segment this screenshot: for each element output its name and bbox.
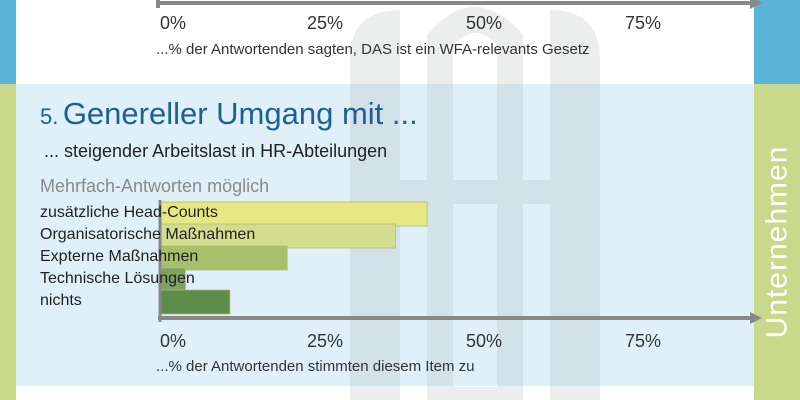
- x-tick-label: 50%: [466, 331, 503, 351]
- bar-1: [159, 201, 428, 227]
- bar-5: [159, 289, 231, 315]
- category-label: nichts: [40, 292, 82, 309]
- prev-tick-label: 25%: [307, 13, 344, 33]
- category-label: Technische Lösungen: [40, 270, 195, 287]
- section-subtitle: ... steigender Arbeitslast in HR-Abteilu…: [44, 141, 388, 161]
- section-title-text: Genereller Umgang mit ...: [62, 96, 418, 131]
- section-title: 5. Genereller Umgang mit ...: [40, 96, 418, 132]
- prev-tick-label: 50%: [466, 13, 503, 33]
- category-label: Organisatorische Maßnahmen: [40, 226, 256, 243]
- previous-section-caption: ...% der Antwortenden sagten, DAS ist ei…: [156, 41, 590, 58]
- category-label: Expterne Maßnahmen: [40, 248, 199, 265]
- previous-section-axis: [156, 0, 762, 9]
- x-tick-label: 0%: [160, 331, 187, 351]
- prev-tick-label: 0%: [160, 13, 187, 33]
- left-stripe: [0, 84, 16, 400]
- bar-3: [159, 245, 288, 271]
- watermark-logo: [350, 7, 600, 400]
- right-stripe: [754, 84, 800, 400]
- section-number: 5.: [40, 104, 59, 129]
- x-axis-caption: ...% der Antwortenden stimmten diesem It…: [156, 358, 475, 375]
- left-stripe-top: [0, 0, 16, 84]
- right-stripe-top: [754, 0, 800, 84]
- multiple-answers-note: Mehrfach-Antworten möglich: [40, 176, 270, 196]
- bar-2: [159, 223, 396, 249]
- x-tick-label: 75%: [625, 331, 662, 351]
- next-section-area: [16, 386, 754, 400]
- x-tick-label: 25%: [307, 331, 344, 351]
- category-label: zusätzliche Head-Counts: [40, 204, 218, 221]
- previous-section-area: [0, 0, 800, 84]
- side-label: Unternehmen: [754, 84, 800, 400]
- side-label-text: Unternehmen: [760, 145, 793, 339]
- x-axis-arrow: [750, 312, 762, 324]
- prev-tick-label: 75%: [625, 13, 662, 33]
